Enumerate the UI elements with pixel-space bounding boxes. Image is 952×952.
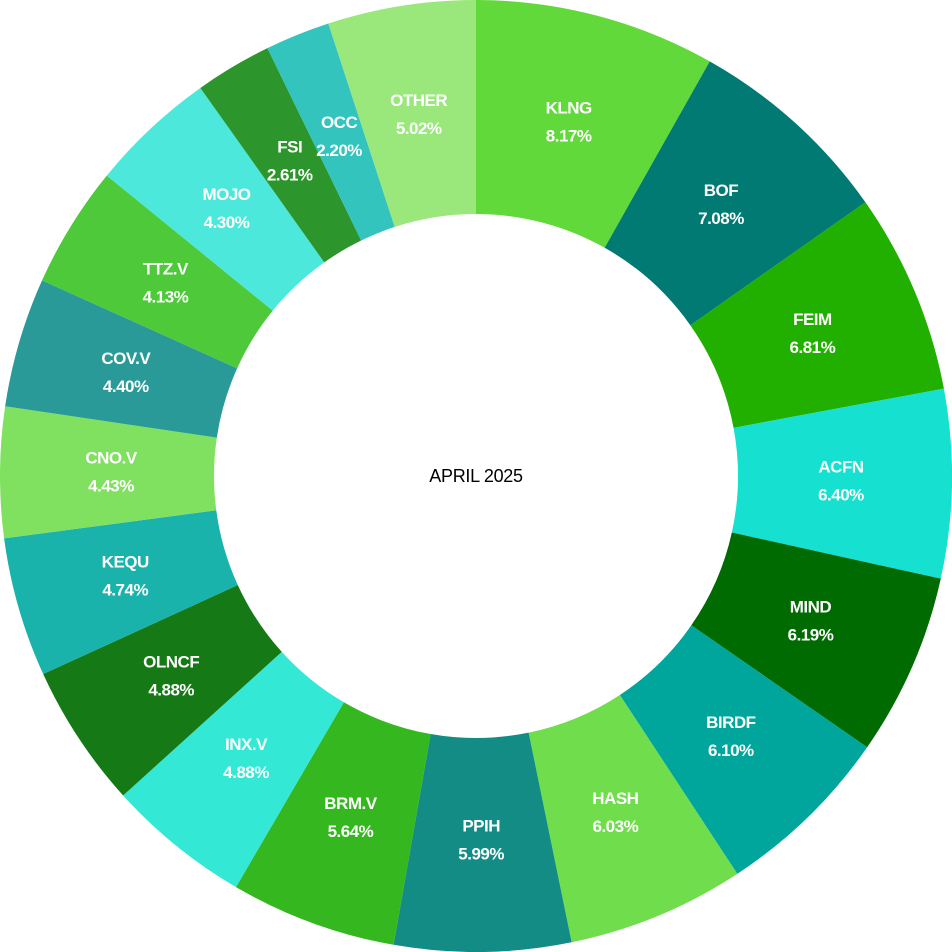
wedge-label: HASH <box>592 789 638 808</box>
value-label: 6.81% <box>790 338 836 357</box>
wedge <box>42 175 273 369</box>
wedge-label: BOF <box>704 181 739 200</box>
wedge-label: CNO.V <box>85 449 138 468</box>
wedge <box>731 388 952 579</box>
value-label: 6.19% <box>788 626 834 645</box>
wedge <box>604 61 866 326</box>
wedge <box>690 202 944 428</box>
wedge <box>267 23 395 241</box>
wedge <box>4 510 238 675</box>
wedge <box>43 585 282 796</box>
wedge <box>328 0 476 227</box>
value-label: 5.99% <box>458 844 504 863</box>
wedge <box>5 280 238 438</box>
wedge-label: KLNG <box>546 98 592 117</box>
wedge <box>236 702 431 945</box>
value-label: 2.20% <box>316 141 362 160</box>
wedge <box>123 651 344 888</box>
wedge-label: FSI <box>277 138 302 157</box>
value-label: 6.10% <box>708 741 754 760</box>
wedge-label: MIND <box>790 598 832 617</box>
wedge-label: BRM.V <box>324 794 377 813</box>
wedge <box>691 532 941 748</box>
wedge-label: ACFN <box>818 457 863 476</box>
wedge <box>528 694 738 943</box>
value-label: 5.64% <box>328 822 374 841</box>
value-label: 4.88% <box>223 763 269 782</box>
wedge-label: OCC <box>321 113 358 132</box>
wedge <box>619 625 868 874</box>
value-label: 4.43% <box>88 477 134 496</box>
wedge-label: OLNCF <box>143 652 199 671</box>
value-label: 4.88% <box>148 680 194 699</box>
value-label: 6.40% <box>818 485 864 504</box>
wedge <box>0 406 217 539</box>
wedge <box>476 0 710 248</box>
wedge-label: INX.V <box>225 735 268 754</box>
wedge <box>106 87 325 311</box>
wedge <box>200 48 362 263</box>
wedge-label: FEIM <box>793 310 832 329</box>
value-label: 6.03% <box>593 817 639 836</box>
value-label: 4.13% <box>143 288 189 307</box>
value-label: 7.08% <box>698 209 744 228</box>
value-label: 8.17% <box>546 126 592 145</box>
value-label: 4.40% <box>103 377 149 396</box>
wedge-label: MOJO <box>202 185 250 204</box>
wedge <box>393 732 572 952</box>
wedge-label: PPIH <box>462 816 500 835</box>
wedge-label: KEQU <box>102 552 149 571</box>
value-label: 2.61% <box>267 166 313 185</box>
wedge-label: OTHER <box>390 91 447 110</box>
value-label: 4.30% <box>204 213 250 232</box>
wedge-label: COV.V <box>101 349 151 368</box>
wedge-label: TTZ.V <box>143 260 189 279</box>
value-label: 5.02% <box>396 119 442 138</box>
value-label: 4.74% <box>102 580 148 599</box>
labels: KLNG 8.17% BOF 7.08% FEIM 6.81% ACFN 6.40% MIND 6… <box>85 91 864 863</box>
wedge-label: BIRDF <box>706 713 756 732</box>
chart-title: APRIL 2025 <box>429 466 523 486</box>
